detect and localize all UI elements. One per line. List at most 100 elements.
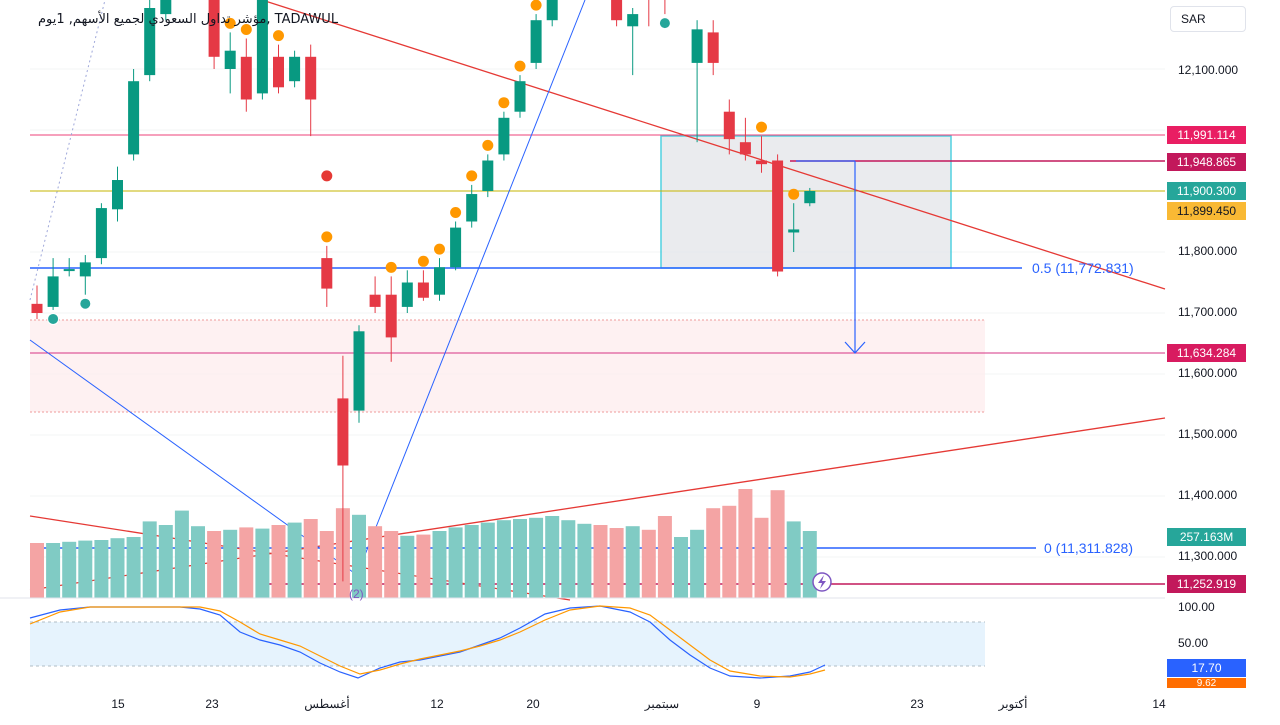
- candle[interactable]: [160, 0, 172, 21]
- volume-bar: [674, 537, 688, 598]
- oscillator-d-line: [29, 605, 826, 678]
- price-tick: 11,500.000: [1178, 427, 1238, 441]
- price-tick: 11,300.000: [1178, 549, 1238, 563]
- candle-body: [95, 208, 107, 259]
- candle-body: [240, 56, 252, 100]
- candle[interactable]: [289, 50, 301, 88]
- candle[interactable]: [772, 154, 784, 277]
- candle[interactable]: [434, 258, 445, 301]
- candle[interactable]: [707, 20, 719, 76]
- badge-resistance-top: 11,991.114: [1167, 126, 1246, 144]
- candle-body: [273, 56, 284, 88]
- candle[interactable]: [305, 44, 317, 137]
- candle[interactable]: [739, 117, 751, 161]
- signal-dot: [788, 188, 800, 200]
- volume-bar: [352, 514, 366, 598]
- candle[interactable]: [643, 0, 654, 27]
- candle[interactable]: [79, 255, 91, 295]
- signal-dot: [273, 30, 284, 42]
- candle[interactable]: [756, 136, 767, 173]
- volume-bar: [30, 543, 44, 598]
- candle-body: [128, 81, 140, 155]
- signal-dot: [658, 17, 671, 30]
- candle[interactable]: [321, 245, 333, 307]
- candles[interactable]: [31, 0, 816, 582]
- candle-body: [208, 0, 220, 57]
- candle[interactable]: [659, 0, 670, 15]
- x-tick: 14: [1152, 697, 1166, 711]
- signal-dot: [224, 17, 236, 29]
- candle[interactable]: [256, 0, 268, 100]
- price-tick: 12,100.000: [1178, 63, 1239, 77]
- candle[interactable]: [224, 32, 236, 94]
- badge-resistance-mid: 11,948.865: [1167, 153, 1246, 171]
- candle[interactable]: [482, 154, 494, 198]
- candle[interactable]: [417, 270, 429, 301]
- signal-dot: [756, 121, 767, 133]
- signal-dot: [434, 243, 445, 255]
- candle[interactable]: [788, 203, 800, 252]
- candle[interactable]: [498, 111, 510, 161]
- candle[interactable]: [95, 203, 107, 265]
- candle[interactable]: [385, 276, 397, 362]
- volume-bar: [223, 529, 238, 598]
- candle-body: [498, 117, 510, 155]
- candle-body: [514, 81, 526, 112]
- signal-dot: [47, 312, 60, 325]
- candle-body: [788, 229, 800, 233]
- candle-body: [772, 160, 784, 272]
- candle[interactable]: [723, 99, 735, 155]
- candle-body: [144, 8, 156, 76]
- candle[interactable]: [369, 276, 381, 313]
- candle-body: [707, 32, 719, 63]
- signal-markers: [47, 0, 800, 325]
- volume-bar: [657, 516, 672, 598]
- volume-bar: [368, 526, 383, 598]
- candle[interactable]: [466, 184, 478, 228]
- volume-bar: [722, 505, 737, 598]
- candle[interactable]: [144, 0, 156, 82]
- candle-body: [723, 111, 735, 140]
- candle[interactable]: [450, 221, 462, 271]
- oscillator-pane: [0, 597, 1165, 679]
- volume-bar: [545, 516, 560, 598]
- candle-body: [289, 56, 301, 82]
- candle[interactable]: [611, 0, 623, 27]
- x-tick: 12: [430, 697, 444, 711]
- candle[interactable]: [627, 8, 639, 76]
- volume-bar: [78, 540, 93, 598]
- volume-bar: [513, 519, 527, 598]
- candle-body: [417, 282, 429, 298]
- candle[interactable]: [128, 69, 140, 161]
- candle[interactable]: [47, 258, 59, 310]
- candle[interactable]: [353, 325, 365, 423]
- candle[interactable]: [31, 285, 43, 320]
- badge-volume: 257.163M: [1167, 528, 1246, 546]
- candle-body: [546, 0, 558, 21]
- signal-dot: [321, 231, 333, 243]
- currency-selector[interactable]: SAR: [1170, 6, 1246, 32]
- candle[interactable]: [401, 270, 413, 313]
- candle[interactable]: [337, 355, 349, 582]
- candle[interactable]: [63, 258, 75, 277]
- candle[interactable]: [514, 75, 526, 118]
- candle[interactable]: [112, 166, 123, 222]
- candle[interactable]: [208, 0, 220, 69]
- volume-bar: [62, 541, 77, 598]
- signal-dot: [482, 139, 494, 151]
- volume-bar: [593, 525, 608, 598]
- alert-lightning-icon[interactable]: [812, 572, 832, 592]
- candle[interactable]: [273, 44, 284, 94]
- candle-body: [337, 398, 349, 466]
- candle[interactable]: [691, 20, 703, 143]
- candle[interactable]: [530, 14, 542, 69]
- candle-body: [401, 282, 413, 307]
- candle[interactable]: [804, 187, 816, 207]
- volume-bar: [400, 535, 415, 598]
- candle-body: [691, 29, 703, 63]
- signal-dot: [240, 24, 252, 35]
- candle[interactable]: [240, 38, 252, 112]
- candle[interactable]: [546, 0, 558, 27]
